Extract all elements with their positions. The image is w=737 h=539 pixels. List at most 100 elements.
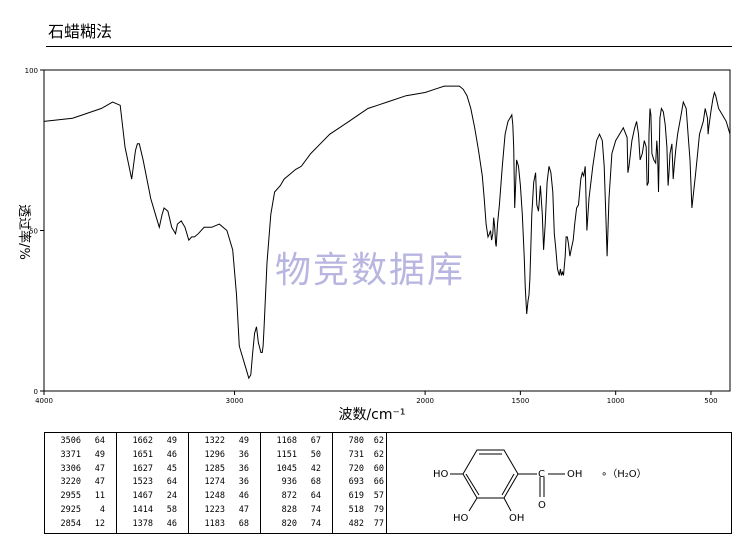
peak-row: 820 74 [267,518,328,532]
peak-transmittance: 47 [94,463,105,474]
ir-spectrum-chart: 4000 3000 2000 1500 1000 500 0 50 100 物竞数据库 波数/c… [16,67,731,423]
peak-row: 693 66 [339,476,384,490]
peak-wavenumber: 3506 [60,436,81,446]
peak-transmittance: 58 [166,504,177,515]
peak-row: 720 60 [339,463,384,477]
peak-row: 1183 68 [195,518,256,532]
peak-transmittance: 50 [310,449,321,460]
peak-wavenumber: 731 [348,449,364,460]
peak-column: 3506 64 3371 49 3306 47 3220 47 2955 11 2925 4 2854 1… [45,433,117,533]
peak-row: 1662 49 [123,435,184,449]
y-axis-title: 透过率/% [16,204,32,260]
peak-column: 780 62 731 62 720 60 693 66 619 57 518 79 482 77 [333,433,388,533]
peak-row: 1296 36 [195,449,256,463]
peak-transmittance: 46 [238,491,249,502]
peak-wavenumber: 936 [281,477,297,488]
peak-column: 1322 49 1296 36 1285 36 1274 36 1248 46 1223 47 1183… [189,433,261,533]
peak-transmittance: 12 [94,518,105,529]
peak-transmittance: 67 [310,436,321,446]
structure-box: HO HO OH C O OH ∘（H₂O） [387,432,732,534]
peak-row: 1168 67 [267,435,328,449]
peak-row: 1285 36 [195,463,256,477]
peak-wavenumber: 828 [281,504,297,515]
gallic-acid-structure: HO HO OH C O OH ∘（H₂O） [433,449,647,524]
peak-transmittance: 46 [166,518,177,529]
peak-wavenumber: 1414 [132,504,153,515]
peak-table: 3506 64 3371 49 3306 47 3220 47 2955 11 2925 4 2854 1… [44,432,387,534]
peak-wavenumber: 780 [348,436,364,446]
peak-transmittance: 62 [373,436,384,446]
y-tick-label: 0 [34,388,38,396]
watermark: 物竞数据库 [275,250,465,291]
peak-row: 1651 46 [123,449,184,463]
peak-transmittance: 57 [373,491,384,502]
label-oh-acid: OH [567,469,582,480]
peak-row: 518 79 [339,504,384,518]
peak-transmittance: 45 [166,463,177,474]
peak-row: 1248 46 [195,490,256,504]
peak-transmittance: 49 [238,436,249,446]
label-oh-bottom: OH [509,513,524,524]
peak-wavenumber: 619 [348,491,364,502]
peak-wavenumber: 1627 [132,463,153,474]
peak-wavenumber: 1285 [204,463,225,474]
peak-transmittance: 77 [373,518,384,529]
x-tick-label: 1000 [607,397,625,405]
peak-row: 2925 4 [51,504,112,518]
peak-transmittance: 47 [238,504,249,515]
peak-transmittance: 11 [94,491,105,502]
peak-transmittance: 46 [166,449,177,460]
peak-wavenumber: 1662 [132,436,153,446]
peak-row: 1414 58 [123,504,184,518]
peak-transmittance: 49 [94,449,105,460]
peak-wavenumber: 482 [348,518,364,529]
peak-wavenumber: 1523 [132,477,153,488]
peak-wavenumber: 820 [281,518,297,529]
peak-row: 1523 64 [123,476,184,490]
peak-transmittance: 4 [99,504,105,515]
peak-column: 1168 67 1151 50 1045 42 936 68 872 64 828 74 820 74 [261,433,333,533]
peak-wavenumber: 1045 [276,463,297,474]
label-carbon: C [538,469,545,480]
peak-wavenumber: 693 [348,477,364,488]
peak-wavenumber: 3371 [60,449,81,460]
peak-wavenumber: 2854 [60,518,81,529]
title-divider [46,46,732,47]
peak-transmittance: 36 [238,477,249,488]
peak-row: 3371 49 [51,449,112,463]
peak-row: 872 64 [267,490,328,504]
peak-wavenumber: 1223 [204,504,225,515]
spectrum-line [43,85,731,380]
peak-transmittance: 49 [166,436,177,446]
peak-wavenumber: 1168 [276,436,297,446]
x-tick-label: 4000 [35,397,53,405]
peak-row: 1045 42 [267,463,328,477]
peak-wavenumber: 1274 [204,477,225,488]
peak-wavenumber: 1467 [132,491,153,502]
peak-wavenumber: 518 [348,504,364,515]
peak-wavenumber: 1651 [132,449,153,460]
peak-row: 828 74 [267,504,328,518]
peak-transmittance: 64 [94,436,105,446]
peak-row: 1274 36 [195,476,256,490]
peak-wavenumber: 3220 [60,477,81,488]
peak-row: 1223 47 [195,504,256,518]
peak-row: 3306 47 [51,463,112,477]
peak-transmittance: 66 [373,477,384,488]
label-oxygen: O [538,500,546,511]
peak-transmittance: 47 [94,477,105,488]
y-tick-label: 50 [29,228,38,236]
y-tick-label: 100 [25,67,38,75]
label-ho-top: HO [433,469,449,480]
peak-wavenumber: 1296 [204,449,225,460]
peak-transmittance: 24 [166,491,177,502]
x-axis-title: 波数/cm⁻¹ [338,407,405,423]
peak-transmittance: 60 [373,463,384,474]
peak-wavenumber: 1248 [204,491,225,502]
peak-wavenumber: 872 [281,491,297,502]
peak-wavenumber: 1151 [276,449,297,460]
peak-row: 936 68 [267,476,328,490]
peak-row: 2955 11 [51,490,112,504]
peak-row: 1322 49 [195,435,256,449]
peak-row: 3506 64 [51,435,112,449]
